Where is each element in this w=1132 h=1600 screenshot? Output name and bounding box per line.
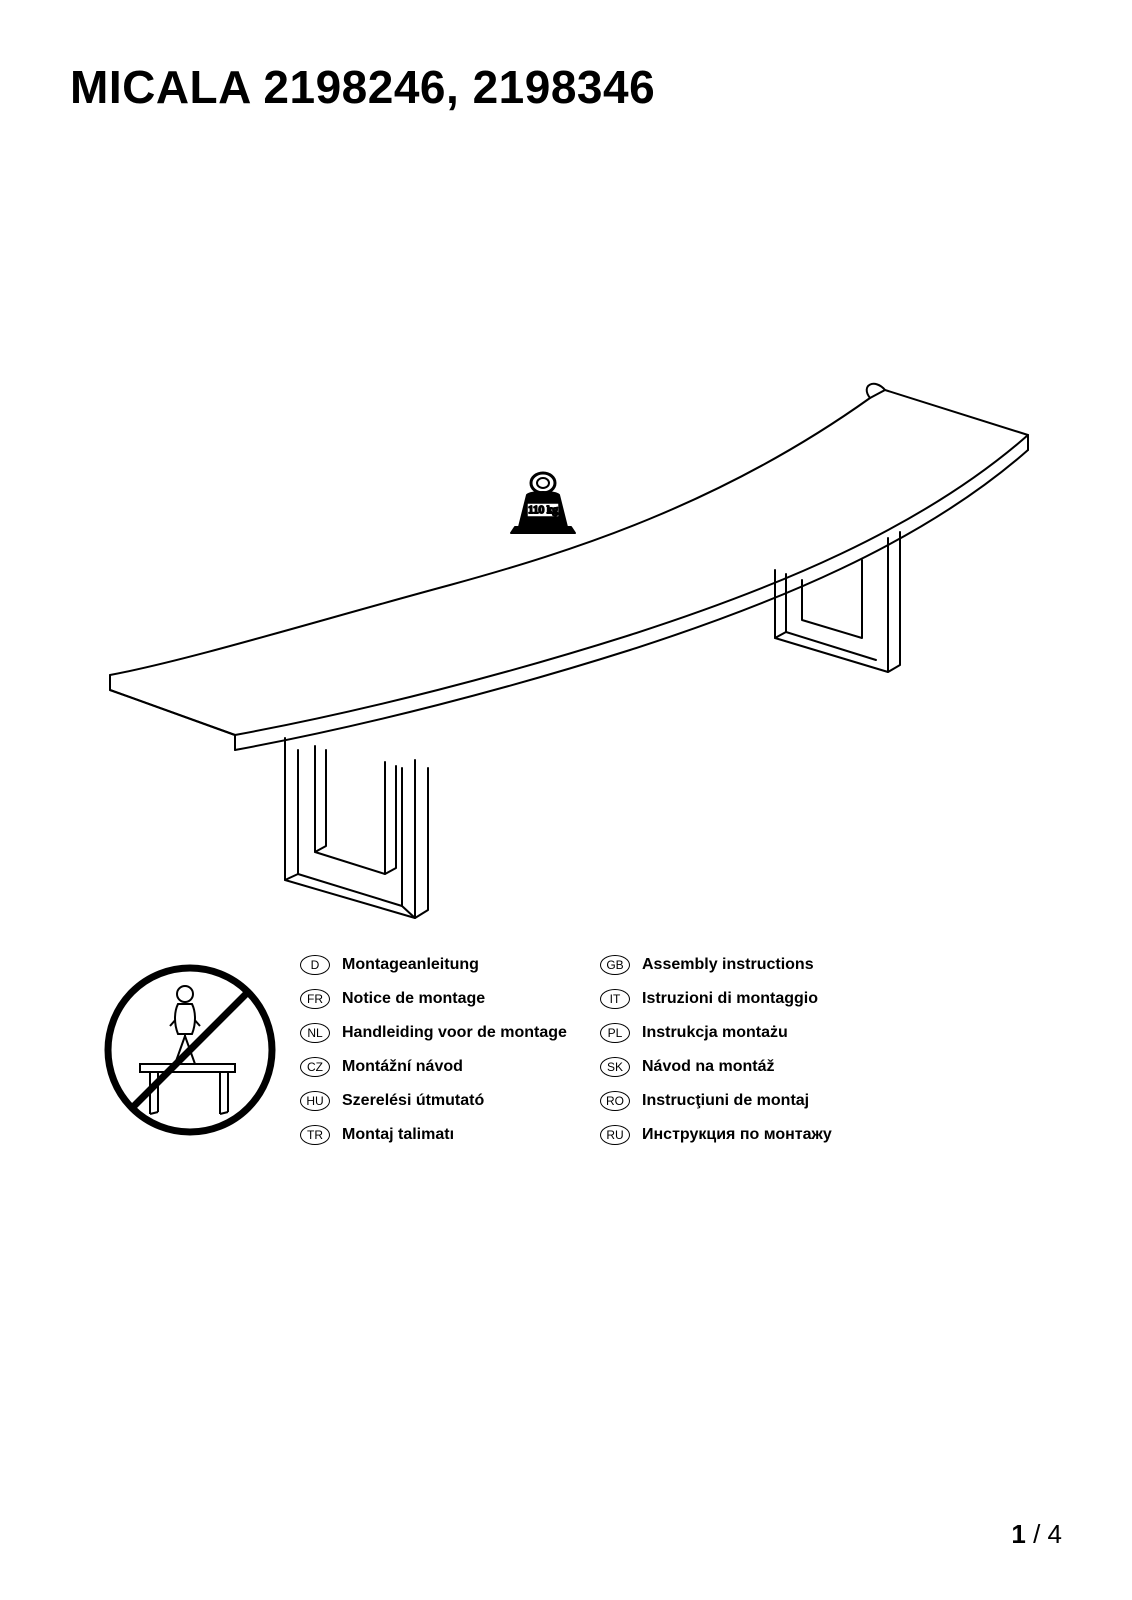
lang-code: PL (600, 1023, 630, 1043)
lang-code: NL (300, 1023, 330, 1043)
lang-item-it: IT Istruzioni di montaggio (600, 989, 900, 1009)
lang-label: Návod na montáž (642, 1058, 774, 1076)
language-grid: D Montageanleitung GB Assembly instructi… (300, 955, 1040, 1145)
lang-code: TR (300, 1125, 330, 1145)
lang-code: IT (600, 989, 630, 1009)
page: MICALA 2198246, 2198346 (0, 0, 1132, 1600)
lang-code: SK (600, 1057, 630, 1077)
page-total: 4 (1048, 1519, 1062, 1549)
lang-label: Notice de montage (342, 990, 485, 1008)
lang-code: GB (600, 955, 630, 975)
lang-label: Montážní návod (342, 1058, 463, 1076)
lang-label: Инструкция по монтажу (642, 1126, 832, 1144)
lang-item-tr: TR Montaj talimatı (300, 1125, 600, 1145)
page-sep: / (1026, 1519, 1048, 1549)
lang-item-cz: CZ Montážní návod (300, 1057, 600, 1077)
product-title: MICALA 2198246, 2198346 (70, 60, 1062, 114)
lang-label: Montageanleitung (342, 956, 479, 974)
lang-label: Instrucţiuni de montaj (642, 1092, 809, 1110)
lang-item-nl: NL Handleiding voor de montage (300, 1023, 600, 1043)
lang-code: CZ (300, 1057, 330, 1077)
lang-item-hu: HU Szerelési útmutató (300, 1091, 600, 1111)
page-current: 1 (1011, 1519, 1025, 1549)
lang-item-sk: SK Návod na montáž (600, 1057, 900, 1077)
lang-label: Montaj talimatı (342, 1126, 454, 1144)
lang-label: Istruzioni di montaggio (642, 990, 818, 1008)
lang-code: FR (300, 989, 330, 1009)
lang-code: RO (600, 1091, 630, 1111)
lang-item-d: D Montageanleitung (300, 955, 600, 975)
lang-code: RU (600, 1125, 630, 1145)
lang-item-gb: GB Assembly instructions (600, 955, 900, 975)
lang-code: HU (300, 1091, 330, 1111)
no-standing-warning-icon (100, 960, 280, 1140)
lang-item-ru: RU Инструкция по монтажу (600, 1125, 900, 1145)
lang-item-ro: RO Instrucţiuni de montaj (600, 1091, 900, 1111)
lang-code: D (300, 955, 330, 975)
weight-label-svg: 110 kg (528, 504, 558, 516)
product-diagram: 110 kg (70, 270, 1060, 970)
lang-item-fr: FR Notice de montage (300, 989, 600, 1009)
lang-label: Handleiding voor de montage (342, 1024, 567, 1042)
lang-item-pl: PL Instrukcja montażu (600, 1023, 900, 1043)
lang-label: Szerelési útmutató (342, 1092, 484, 1110)
lang-label: Assembly instructions (642, 956, 814, 974)
page-number: 1 / 4 (1011, 1519, 1062, 1550)
lang-label: Instrukcja montażu (642, 1024, 788, 1042)
